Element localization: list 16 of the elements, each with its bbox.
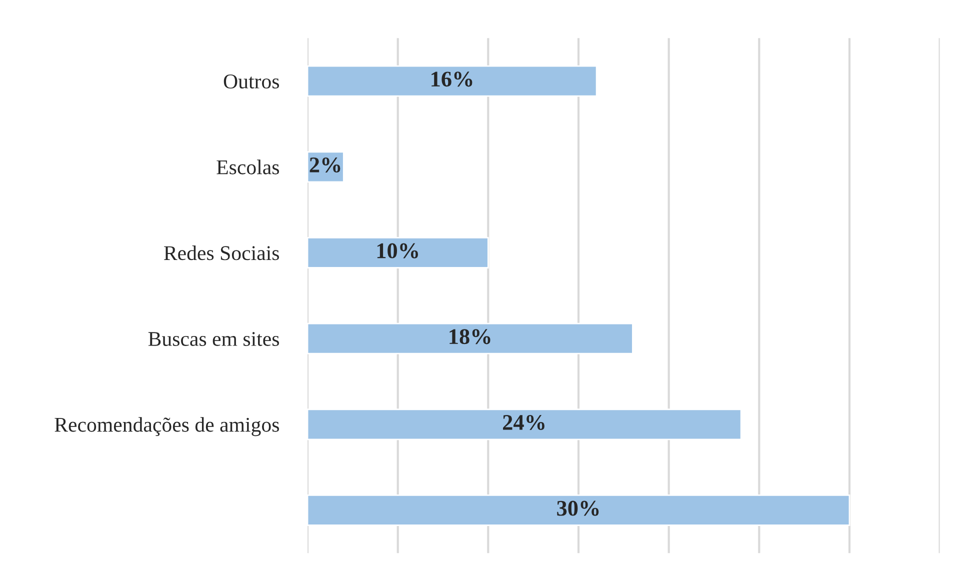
data-label: 10%	[377, 243, 418, 258]
bar	[308, 322, 634, 354]
y-tick-label: Redes Sociais	[164, 246, 279, 260]
y-tick-label: Outros	[224, 74, 279, 88]
bar	[308, 494, 850, 526]
y-tick-label: Buscas em sites	[148, 332, 279, 346]
y-tick-label: Recomendações de amigos	[54, 417, 279, 436]
bar	[308, 237, 489, 268]
data-label: 18%	[450, 329, 490, 344]
bar	[308, 408, 742, 440]
data-label: 16%	[432, 72, 472, 87]
data-label: 24%	[503, 414, 544, 430]
data-label: 2%	[310, 157, 340, 173]
data-label: 30%	[557, 500, 599, 516]
bar	[308, 65, 598, 97]
y-tick-label: Escolas	[216, 160, 279, 174]
